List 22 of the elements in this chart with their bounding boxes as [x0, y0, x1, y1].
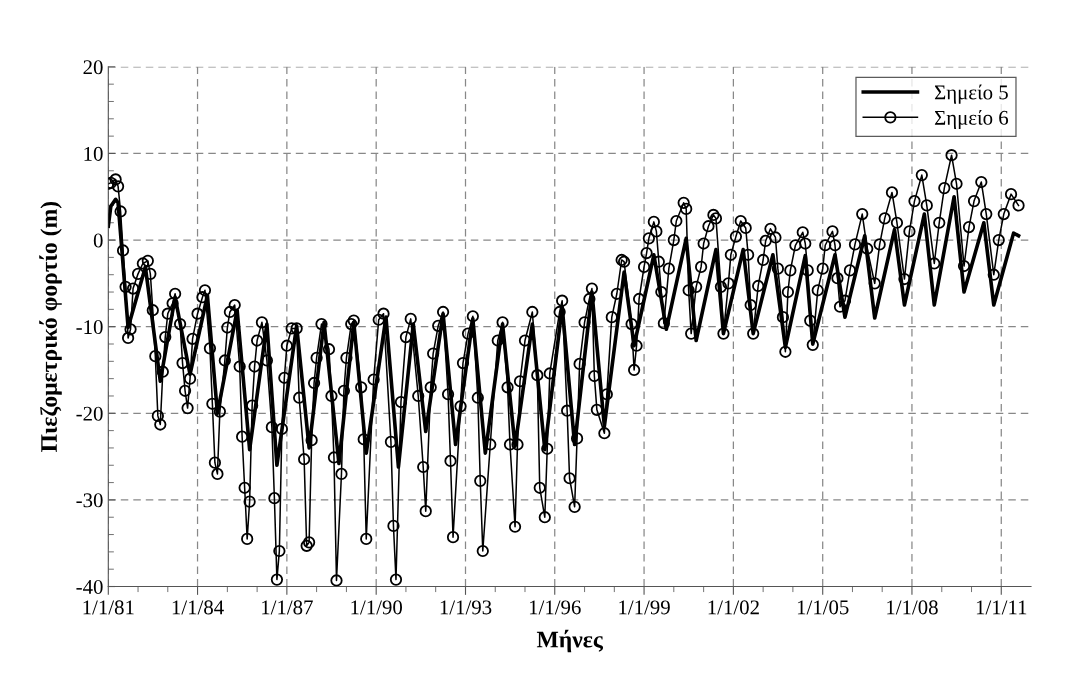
y-tick-label: -30 — [76, 493, 103, 508]
x-tick-label: 1/1/08 — [887, 600, 938, 615]
legend-label: Σημείο 6 — [934, 109, 1009, 130]
y-tick-label: -10 — [76, 320, 103, 335]
y-tick-label: 0 — [93, 233, 103, 248]
x-tick-label: 1/1/81 — [83, 600, 134, 615]
x-tick-label: 1/1/99 — [619, 600, 670, 615]
x-tick-label: 1/1/02 — [708, 600, 759, 615]
y-axis-title: Πιεζομετρικό φορτίο (m) — [39, 201, 62, 452]
x-tick-label: 1/1/93 — [440, 600, 492, 615]
x-tick-label: 1/1/05 — [797, 600, 849, 615]
x-axis-title: Μήνες — [536, 629, 604, 653]
legend-label: Σημείο 5 — [934, 84, 1008, 104]
y-tick-label: 20 — [83, 60, 103, 75]
x-tick-label: 1/1/96 — [529, 600, 581, 615]
y-tick-label: -20 — [76, 406, 103, 421]
x-tick-label: 1/1/84 — [172, 600, 224, 615]
y-tick-label: 10 — [84, 146, 103, 161]
y-tick-label: -40 — [76, 579, 103, 594]
x-tick-label: 1/1/87 — [262, 600, 313, 615]
x-tick-label: 1/1/11 — [976, 600, 1027, 615]
x-tick-label: 1/1/90 — [351, 600, 403, 615]
